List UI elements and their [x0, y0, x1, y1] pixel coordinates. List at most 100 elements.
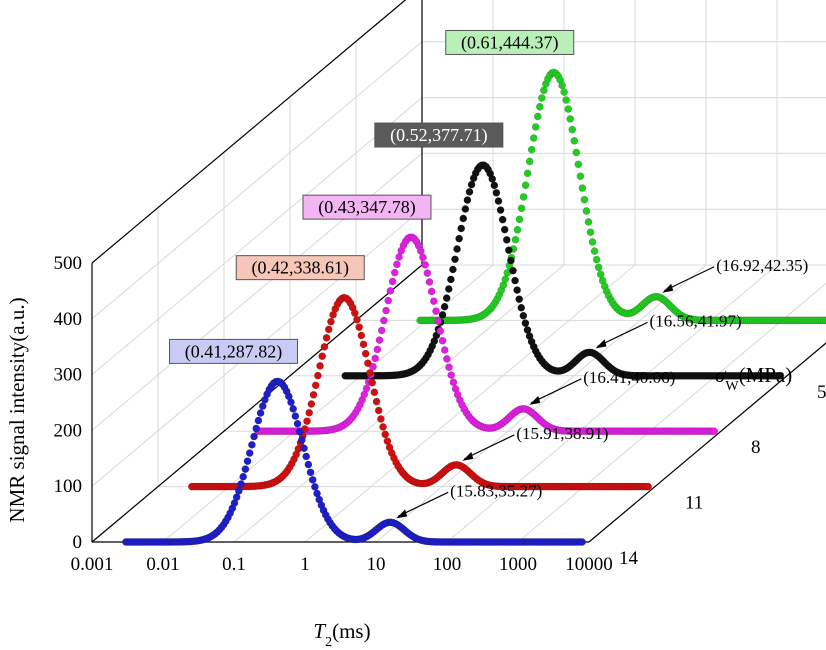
z-tick-label: 8	[751, 437, 761, 458]
series-point	[529, 134, 538, 142]
series-point	[511, 276, 519, 285]
annotation-arrow	[464, 434, 515, 460]
series-point	[430, 297, 438, 306]
secondary-peak-label: (16.92,42.35)	[716, 256, 808, 275]
series-point	[311, 483, 319, 491]
series-point	[442, 294, 451, 302]
series-point	[453, 245, 461, 253]
series-point	[419, 253, 427, 262]
series-point	[445, 363, 453, 372]
series-point	[440, 346, 449, 354]
series-point	[371, 354, 380, 363]
series-point	[393, 260, 401, 269]
series-point	[580, 195, 589, 204]
series-point	[776, 371, 784, 380]
floor-grid-line	[375, 264, 707, 543]
series-point	[562, 96, 571, 104]
floor-grid-line	[233, 264, 565, 543]
y-tick-label: 500	[54, 253, 83, 274]
series-point	[517, 303, 526, 312]
series-point	[500, 225, 509, 234]
series-point	[432, 307, 440, 316]
series-point	[436, 327, 445, 335]
series-point	[588, 238, 597, 246]
series-point	[434, 317, 443, 325]
y-axis-title: NMR signal intensity(a.u.)	[5, 297, 29, 522]
series-point	[490, 181, 499, 190]
series-point	[511, 235, 520, 244]
series-point	[438, 336, 447, 345]
series-point	[384, 296, 393, 305]
series-point	[576, 172, 585, 181]
series-point	[311, 381, 320, 390]
series-point	[377, 415, 385, 423]
series-point	[463, 196, 472, 204]
z-tick-label: 5	[817, 382, 826, 403]
y-tick-label: 300	[54, 365, 83, 386]
series-point	[353, 315, 361, 324]
series-point	[314, 371, 322, 380]
series-point	[289, 405, 298, 413]
series-point	[447, 275, 455, 284]
series-point	[582, 207, 591, 215]
series-point	[513, 286, 521, 294]
series-point	[237, 480, 245, 488]
series-point	[287, 398, 295, 407]
series-point	[457, 224, 466, 233]
series-point	[320, 342, 329, 351]
frame-edge	[91, 0, 407, 264]
series-point	[584, 218, 593, 226]
series-point	[291, 412, 300, 420]
series-point	[568, 125, 577, 134]
series-point	[368, 378, 377, 387]
peak-label-box	[445, 29, 575, 55]
annotation-arrowhead	[529, 395, 541, 405]
series-5	[341, 161, 784, 380]
series-point	[440, 302, 449, 311]
series-point	[438, 310, 447, 319]
x-tick-label: 1000	[499, 554, 537, 575]
series-point	[359, 340, 368, 349]
series-point	[316, 362, 324, 370]
secondary-peak-label: (16.56,41.97)	[650, 311, 742, 330]
series-point	[362, 384, 371, 393]
series-point	[519, 193, 528, 201]
series-point	[395, 253, 403, 261]
annotation-arrow	[397, 491, 449, 517]
peak-label-box	[235, 255, 365, 281]
series-point	[586, 228, 595, 237]
series-point	[531, 123, 540, 131]
series-point	[502, 236, 511, 244]
annotation-arrow	[597, 321, 648, 347]
series-point	[509, 266, 517, 275]
x-tick-label: 10	[367, 554, 386, 575]
series-point	[525, 157, 534, 166]
frame-edge	[91, 264, 423, 543]
series-point	[374, 406, 383, 415]
series-point	[504, 246, 513, 255]
floor-grid-line	[517, 282, 826, 543]
series-point	[578, 538, 586, 546]
series-point	[592, 255, 601, 264]
series-point	[455, 234, 463, 243]
series-point	[377, 326, 386, 335]
x-tick-label: 100	[433, 554, 462, 575]
x-tick-label: 0.1	[222, 554, 246, 575]
label-layer: (0.61,444.37) (16.92,42.35) (0.52,377.71) (…	[169, 29, 808, 519]
series-point	[322, 333, 331, 342]
series-point	[521, 319, 530, 328]
series-point	[243, 457, 252, 466]
series-point	[519, 311, 528, 320]
series-point	[421, 260, 430, 269]
series-point	[303, 417, 311, 426]
series-14	[122, 377, 586, 546]
peak-label: (0.52,377.71)	[390, 125, 488, 146]
floor-grid-line	[446, 264, 778, 543]
x-axis-title: T2(ms)	[313, 619, 370, 650]
series-point	[369, 362, 377, 371]
series-point	[361, 349, 370, 358]
series-point	[449, 378, 458, 387]
z-tick-label: 11	[685, 493, 703, 514]
side-grid-line	[91, 41, 423, 320]
peak-label: (0.42,338.61)	[252, 258, 350, 279]
